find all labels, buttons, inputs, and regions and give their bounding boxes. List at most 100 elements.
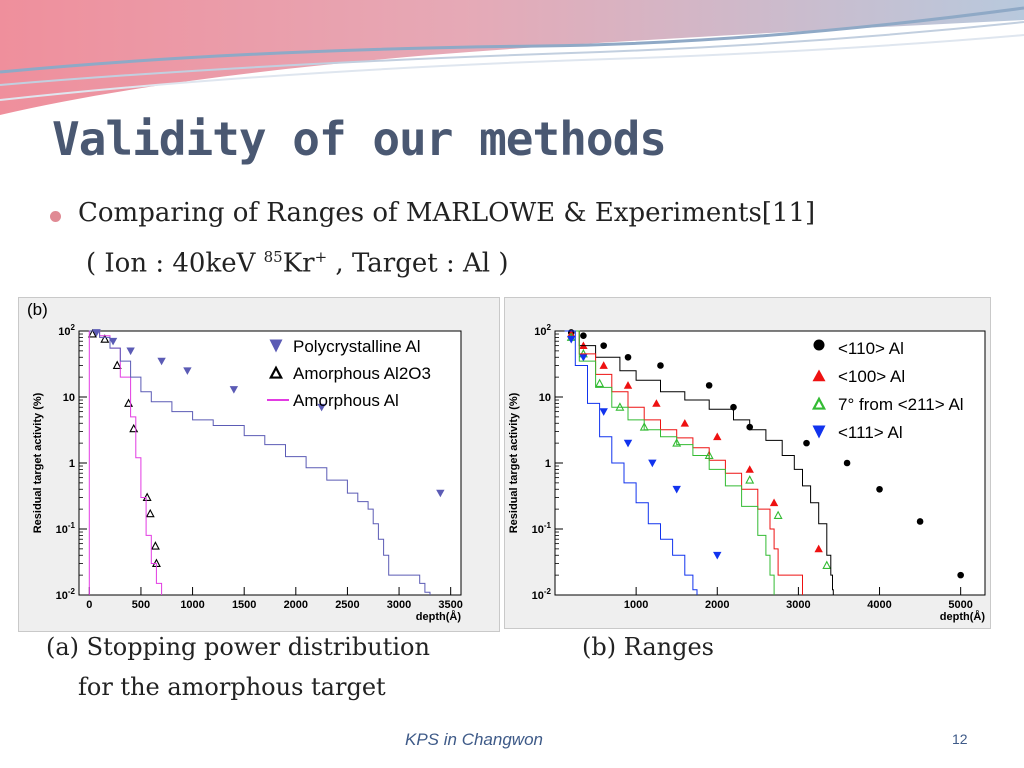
data-point <box>957 571 964 579</box>
series-7 <box>564 330 698 595</box>
data-point <box>916 518 924 525</box>
plot-area <box>78 330 462 596</box>
data-point <box>108 337 118 346</box>
x-tick-label: 1000 <box>624 599 648 611</box>
series-4 <box>564 330 834 595</box>
y-tick-label: 10-2 <box>532 587 552 602</box>
data-point <box>657 362 664 369</box>
data-point <box>713 432 722 441</box>
y-tick-label: 102 <box>534 323 551 338</box>
data-point <box>773 510 783 520</box>
data-point <box>145 508 155 518</box>
y-tick-label: 10-1 <box>56 521 76 536</box>
y-axis-label: Residual target activity (%) <box>508 392 520 533</box>
series-line <box>564 330 803 595</box>
y-tick-label: 1 <box>545 458 551 470</box>
legend-symbol <box>811 396 827 410</box>
y-tick-label: 10-1 <box>532 521 552 536</box>
x-tick-label: 5000 <box>948 599 972 611</box>
series-line <box>89 330 431 595</box>
legend-label: <110> Al <box>838 339 904 358</box>
footer-text: KPS in Changwon <box>405 730 543 749</box>
data-point <box>317 403 326 412</box>
chart-panel-b: 102 10 1 10-1 10-2 1000 2000 3000 4000 5000 depth(… <box>504 297 991 629</box>
series-5 <box>564 330 803 595</box>
caption-a-line1: (a) Stopping power distribution <box>46 633 430 661</box>
legend-label: 7° from <211> Al <box>838 395 964 414</box>
series-3 <box>89 330 431 595</box>
data-point <box>600 342 607 349</box>
data-point <box>87 329 97 338</box>
header-banner <box>0 0 1024 115</box>
x-tick-label: 3000 <box>786 599 810 611</box>
legend-label: Polycrystalline Al <box>293 337 421 356</box>
x-tick-label: 0 <box>86 599 92 611</box>
data-point <box>599 408 608 416</box>
data-point <box>623 439 633 448</box>
data-point <box>150 541 160 550</box>
data-point <box>100 334 110 343</box>
y-tick-label: 10 <box>539 392 551 404</box>
data-point <box>623 381 633 389</box>
legend-label: <100> Al <box>838 367 905 386</box>
data-point <box>769 498 779 507</box>
bullet-sub-isotope: 85 <box>263 248 283 266</box>
x-axis-label: depth(Å) <box>940 610 986 623</box>
caption-b: (b) Ranges <box>582 633 714 661</box>
data-point <box>183 367 192 375</box>
data-point <box>126 347 135 356</box>
data-point <box>843 459 851 467</box>
x-tick-label: 3500 <box>438 599 462 611</box>
x-tick-label: 4000 <box>867 599 891 611</box>
data-point <box>814 544 823 553</box>
y-tick-label: 10 <box>63 392 75 404</box>
data-point <box>745 475 755 484</box>
data-point <box>157 357 166 366</box>
series-2 <box>88 330 163 595</box>
y-tick-label: 102 <box>58 323 75 338</box>
legend-label: Amorphous Al <box>293 391 399 410</box>
data-point <box>672 438 682 447</box>
x-tick-label: 500 <box>132 599 150 611</box>
legend-symbol <box>812 425 826 439</box>
chart-a: 102 10 1 10-1 10-2 0 500 1000 1500 2000 2500 3000 35… <box>32 323 463 623</box>
series-line <box>564 330 698 595</box>
data-point <box>599 361 608 369</box>
legend-label: <111> Al <box>838 423 903 442</box>
bullet-sub-charge: + <box>314 248 328 266</box>
bullet-sub-post: , Target : Al ) <box>327 248 509 279</box>
y-tick-label: 10-2 <box>56 587 76 602</box>
data-point <box>567 335 576 344</box>
bullet-marker <box>50 211 61 222</box>
series-line <box>564 330 775 595</box>
data-point <box>672 485 681 494</box>
series-3 <box>567 335 722 560</box>
legend-symbol <box>269 339 283 353</box>
y-tick-label: 1 <box>69 458 75 470</box>
series-0 <box>92 329 445 498</box>
legend-symbol <box>812 369 826 382</box>
bullet-sub-pre: ( Ion : 40keV <box>86 248 264 279</box>
x-tick-label: 3000 <box>387 599 411 611</box>
data-point <box>652 399 661 407</box>
caption-a-line2: for the amorphous target <box>78 673 386 701</box>
series-6 <box>564 330 775 595</box>
data-point <box>803 439 810 447</box>
data-point <box>745 465 754 473</box>
legend-label: Amorphous Al2O3 <box>293 364 431 383</box>
legend-symbol <box>268 365 284 379</box>
data-point <box>648 459 657 468</box>
slide-title: Validity of our methods <box>52 112 667 166</box>
data-point <box>680 419 690 427</box>
data-point <box>112 360 122 369</box>
series-line <box>88 330 163 595</box>
x-tick-label: 1000 <box>180 599 204 611</box>
data-point <box>624 353 632 361</box>
data-point <box>713 551 722 560</box>
x-tick-label: 1500 <box>232 599 256 611</box>
bullet-subtext: ( Ion : 40keV 85Kr+ , Target : Al ) <box>86 248 509 279</box>
chart-b: 102 10 1 10-1 10-2 1000 2000 3000 4000 5000depth(… <box>508 323 986 623</box>
series-line <box>564 330 834 595</box>
data-point <box>229 386 239 394</box>
data-point <box>876 485 883 493</box>
